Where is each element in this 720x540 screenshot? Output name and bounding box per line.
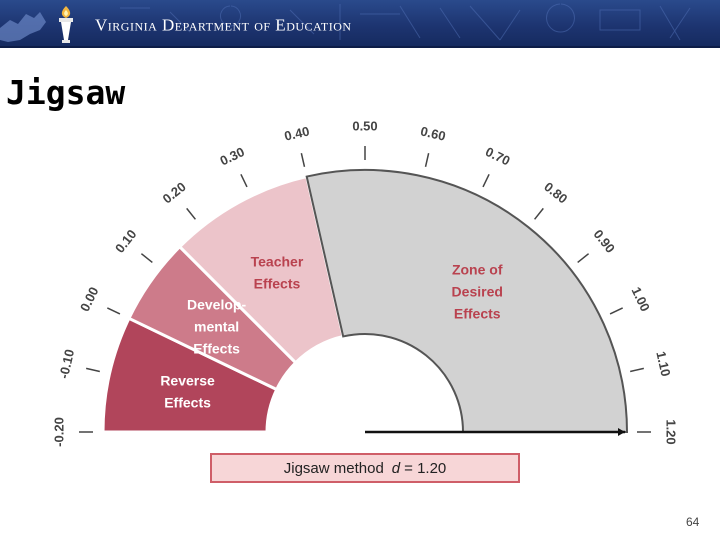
tick-label-14: 1.20 (664, 419, 679, 444)
banner-divider (0, 46, 720, 48)
effect-symbol: d (391, 459, 401, 477)
tick-label-11: 0.90 (591, 227, 619, 256)
effect-value: = 1.20 (404, 459, 447, 477)
zone-label-3-1: Desired (452, 283, 503, 299)
zone-label-3-2: Effects (454, 305, 501, 321)
tick-label-8: 0.60 (419, 123, 447, 143)
tick-mark-9 (482, 173, 490, 188)
zone-label-2-0: Teacher (251, 254, 304, 270)
zone-label-3-0: Zone of (452, 261, 503, 277)
tick-label-1: -0.10 (56, 348, 77, 380)
tick-mark-6 (300, 153, 306, 167)
tick-mark-1 (86, 367, 100, 373)
tick-mark-10 (534, 207, 544, 220)
tick-mark-13 (630, 367, 644, 373)
tick-mark-8 (424, 153, 430, 167)
slide-title: Jigsaw (6, 73, 126, 112)
method-label: Jigsaw method (283, 459, 384, 477)
header-banner: Virginia Department of Education (0, 0, 720, 48)
zone-label-1-0: Develop- (187, 297, 246, 313)
tick-mark-4 (186, 207, 196, 220)
tick-label-3: 0.10 (112, 227, 140, 256)
tick-mark-3 (140, 253, 153, 263)
department-name: Virginia Department of Education (95, 15, 352, 35)
tick-mark-2 (106, 307, 121, 315)
torch-logo (59, 6, 73, 43)
tick-mark-5 (240, 173, 248, 188)
tick-label-12: 1.00 (629, 285, 653, 314)
tick-label-10: 0.80 (541, 179, 570, 207)
tick-label-9: 0.70 (483, 144, 512, 168)
tick-label-7: 0.50 (352, 118, 377, 133)
tick-label-13: 1.10 (653, 350, 673, 378)
tick-mark-11 (577, 253, 590, 263)
method-label-box: Jigsaw method d = 1.20 (210, 453, 520, 483)
zone-label-2-1: Effects (254, 276, 301, 292)
tick-label-5: 0.30 (218, 144, 247, 168)
zone-label-1-1: mental (194, 319, 239, 335)
tick-label-4: 0.20 (160, 179, 189, 207)
zone-label-0-0: Reverse (160, 373, 215, 389)
page-number: 64 (686, 515, 700, 529)
zone-label-1-2: Effects (193, 341, 240, 357)
tick-label-6: 0.40 (283, 123, 311, 143)
tick-label-0: -0.20 (51, 417, 66, 447)
banner-pattern (0, 3, 691, 42)
zone-label-0-1: Effects (164, 395, 211, 411)
gauge-pointer-head (618, 428, 625, 436)
zone-segment-3 (305, 169, 629, 433)
tick-label-2: 0.00 (77, 285, 101, 314)
tick-mark-12 (609, 307, 624, 315)
